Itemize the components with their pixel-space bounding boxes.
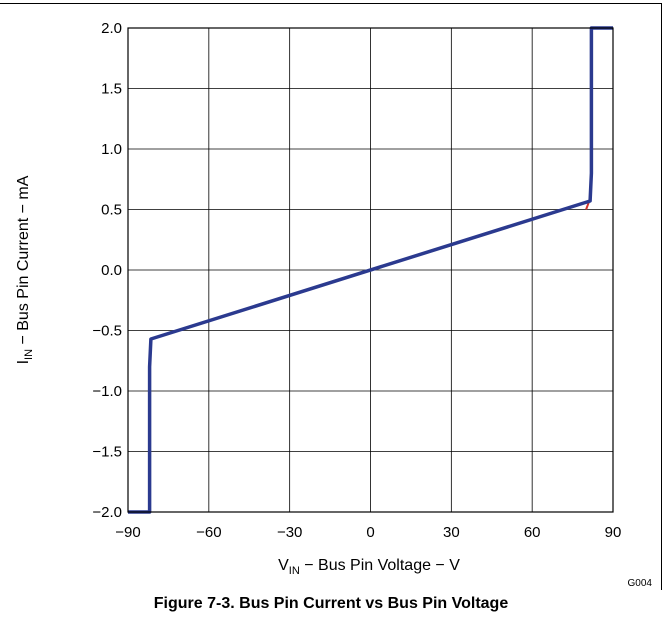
- y-tick-label: −1.5: [92, 444, 122, 461]
- figure-code: G004: [628, 578, 653, 589]
- x-tick-label: 90: [605, 524, 622, 541]
- x-tick-label: −60: [196, 524, 221, 541]
- y-tick-label: −1.0: [92, 383, 122, 400]
- y-tick-label: 0.5: [101, 202, 122, 219]
- x-tick-label: −90: [115, 524, 140, 541]
- y-tick-label: 0.0: [101, 262, 122, 279]
- plot-area: [127, 27, 614, 513]
- x-tick-label: −30: [277, 524, 302, 541]
- x-tick-label: 0: [366, 524, 374, 541]
- x-tick-label: 30: [443, 524, 460, 541]
- y-axis-label: IIN − Bus Pin Current − mA: [15, 175, 35, 364]
- y-tick-label: 2.0: [101, 20, 122, 37]
- y-tick-label: 1.5: [101, 81, 122, 98]
- y-tick-label: 1.0: [101, 141, 122, 158]
- x-axis-label-rest: − Bus Pin Voltage − V: [300, 557, 460, 574]
- y-axis-label-rest: − Bus Pin Current − mA: [15, 175, 32, 349]
- x-axis-label-sub: IN: [289, 565, 300, 577]
- y-tick-label: −0.5: [92, 323, 122, 340]
- x-tick-labels: −90 −60 −30 0 30 60 90: [115, 524, 621, 541]
- y-tick-labels: 2.0 1.5 1.0 0.5 0.0 −0.5 −1.0 −1.5 −2.0: [92, 20, 122, 521]
- series-layer: [128, 26, 613, 514]
- x-axis-label: VIN − Bus Pin Voltage − V: [278, 557, 460, 577]
- series-line-1: [128, 26, 613, 514]
- figure-caption: Figure 7-3. Bus Pin Current vs Bus Pin V…: [153, 595, 509, 612]
- x-axis-label-main: V: [278, 557, 289, 574]
- y-axis-label-main: I: [15, 360, 32, 364]
- y-tick-label: −2.0: [92, 504, 122, 521]
- x-tick-label: 60: [524, 524, 541, 541]
- y-axis-label-sub: IN: [23, 349, 35, 360]
